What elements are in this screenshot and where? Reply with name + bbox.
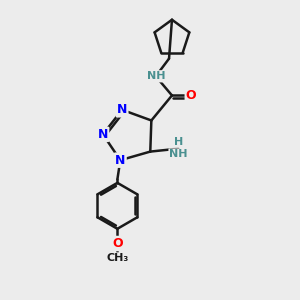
Text: H: H (174, 137, 183, 147)
Text: NH: NH (146, 71, 165, 81)
Text: N: N (115, 154, 125, 167)
Text: O: O (186, 89, 196, 102)
Text: NH: NH (169, 149, 188, 159)
Text: CH₃: CH₃ (106, 253, 128, 263)
Text: O: O (112, 237, 123, 250)
Text: N: N (98, 128, 108, 141)
Text: N: N (117, 103, 127, 116)
